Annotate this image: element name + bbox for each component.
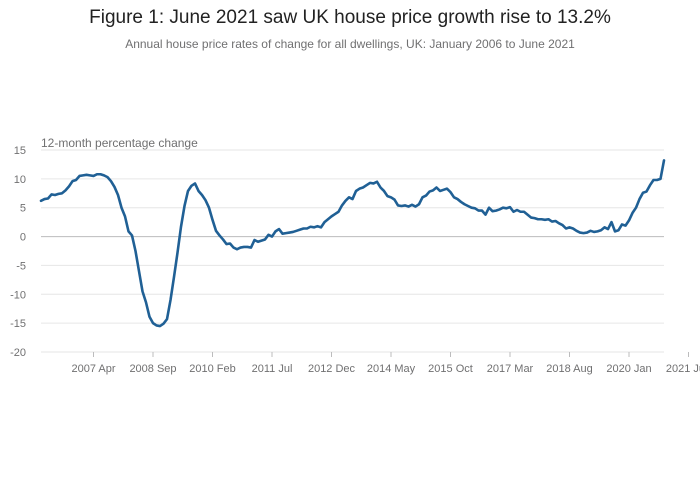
x-tick-label: 2008 Sep xyxy=(129,363,176,375)
x-axis-ticks: 2007 Apr 2008 Sep 2010 Feb 2011 Jul 2012 Dec… xyxy=(71,352,700,375)
x-tick-label: 2015 Oct xyxy=(428,363,473,375)
x-tick-label: 2011 Jul xyxy=(252,363,293,375)
series-line xyxy=(39,159,666,328)
x-tick-label: 2017 Mar xyxy=(487,363,534,375)
gridlines xyxy=(41,149,664,353)
x-tick-label: 2021 Jun xyxy=(666,363,700,375)
x-tick-label: 2012 Dec xyxy=(308,363,356,375)
y-tick-label: 15 xyxy=(14,145,26,157)
y-tick-label: 5 xyxy=(20,203,26,215)
y-axis-label: 12-month percentage change xyxy=(41,136,198,150)
y-tick-label: -5 xyxy=(16,260,26,272)
y-tick-label: -20 xyxy=(10,347,26,359)
chart-title: Figure 1: June 2021 saw UK house price g… xyxy=(89,7,611,28)
x-tick-label: 2010 Feb xyxy=(189,363,235,375)
x-tick-label: 2014 May xyxy=(367,363,416,375)
y-tick-label: 0 xyxy=(20,232,26,244)
x-tick-label: 2020 Jan xyxy=(606,363,651,375)
y-axis-ticks: 15 10 5 0 -5 -10 -15 -20 xyxy=(10,145,26,359)
y-tick-label: 10 xyxy=(14,174,26,186)
y-tick-label: -10 xyxy=(10,289,26,301)
x-tick-label: 2018 Aug xyxy=(546,363,593,375)
x-tick-label: 2007 Apr xyxy=(71,363,115,375)
y-tick-label: -15 xyxy=(10,318,26,330)
chart-subtitle: Annual house price rates of change for a… xyxy=(125,37,575,51)
